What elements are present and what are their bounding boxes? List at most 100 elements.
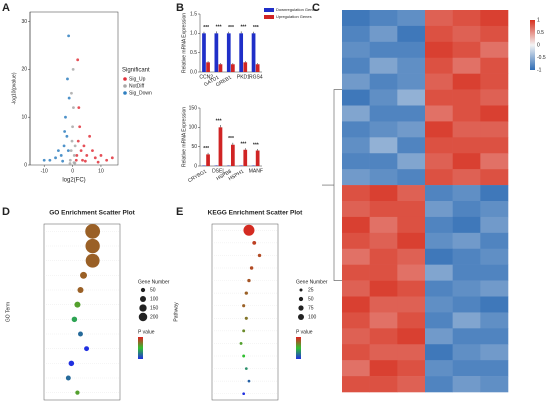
heatmap-cell <box>425 25 453 43</box>
bar <box>218 127 223 166</box>
heatmap-cell <box>342 248 370 265</box>
heatmap-cell <box>342 360 370 377</box>
heatmap-cell <box>425 153 453 170</box>
size-legend-dot <box>139 304 147 312</box>
significance: *** <box>228 136 234 142</box>
significance: *** <box>253 25 259 31</box>
point <box>83 159 87 163</box>
heatmap-cell <box>480 153 509 170</box>
heatmap-cell <box>452 312 481 329</box>
heatmap-cell <box>480 232 509 250</box>
heatmap-cell <box>342 57 370 74</box>
heatmap-cell <box>369 57 398 74</box>
legend-marker <box>123 84 127 88</box>
heatmap-cell <box>480 10 509 27</box>
heatmap-cell <box>369 73 398 90</box>
heatmap-cell <box>425 10 453 27</box>
heatmap-cell <box>480 25 509 43</box>
heatmap-cell <box>369 216 398 234</box>
bar <box>202 33 206 72</box>
heatmap-cell <box>452 360 481 377</box>
dot <box>84 346 90 352</box>
heatmap-cell <box>397 105 426 122</box>
heatmap-cell <box>425 344 453 361</box>
significance: *** <box>203 25 209 31</box>
point <box>81 158 84 162</box>
significance: *** <box>253 142 259 148</box>
point <box>68 158 72 162</box>
x-tick-label: -10 <box>41 168 48 174</box>
size-legend-label: 50 <box>150 287 156 293</box>
heatmap-cell <box>369 185 398 202</box>
dot <box>74 301 81 308</box>
x-tick-label: CRYBG1 <box>187 169 208 185</box>
heatmap-cell <box>397 57 426 74</box>
point <box>74 158 78 162</box>
heatmap-cell <box>452 328 481 345</box>
colorbar-label: 0 <box>537 42 540 48</box>
point <box>85 154 89 157</box>
legend-label: Sig_Up <box>129 76 146 82</box>
point <box>62 144 66 148</box>
heatmap-cell <box>425 296 453 313</box>
heatmap-cell <box>425 376 453 393</box>
heatmap-cell <box>425 169 453 186</box>
point <box>76 139 80 143</box>
bar <box>243 149 248 166</box>
point <box>88 134 92 138</box>
point <box>78 125 82 129</box>
point <box>72 106 75 110</box>
heatmap-cell <box>425 264 453 281</box>
point <box>68 162 72 165</box>
heatmap-cell <box>342 73 370 90</box>
heatmap-cell <box>369 89 398 106</box>
heatmap-cell <box>452 248 481 265</box>
point <box>75 154 79 157</box>
dot <box>71 316 78 323</box>
bar <box>206 154 210 166</box>
legend-title: Significant <box>122 68 150 74</box>
size-legend-dot <box>298 305 304 311</box>
significance: *** <box>216 118 222 124</box>
heatmap-cell <box>452 153 481 170</box>
x-tick-label: 10 <box>98 168 104 174</box>
heatmap-cell <box>480 105 509 122</box>
significance: *** <box>240 25 246 31</box>
heatmap-cell <box>480 121 509 138</box>
heatmap-cell <box>480 328 509 345</box>
heatmap-cell <box>425 248 453 265</box>
size-legend-dot <box>299 288 303 292</box>
heatmap-cell <box>425 89 453 106</box>
heatmap-cell <box>397 25 426 43</box>
point <box>59 154 63 157</box>
y-tick-label: 20 <box>21 67 27 73</box>
chart-title: GO Enrichment Scatter Plot <box>49 210 135 217</box>
point <box>63 130 67 133</box>
heatmap-cell <box>397 312 426 329</box>
x-tick-label: DSEL <box>212 168 225 174</box>
colorbar-label: 1 <box>537 17 540 23</box>
heatmap-cell <box>342 169 370 186</box>
heatmap-cell <box>397 360 426 377</box>
y-axis-label: Relative mRNA Expression <box>181 13 187 73</box>
point <box>73 161 77 165</box>
significance: *** <box>203 146 209 152</box>
y-tick-label: 100 <box>189 125 198 131</box>
bar <box>255 64 260 72</box>
y-axis-label: GO Term <box>5 302 11 322</box>
point <box>71 67 75 71</box>
point <box>110 156 114 160</box>
heatmap-cell <box>452 10 481 27</box>
dot <box>242 329 246 333</box>
panel-label: E <box>176 206 183 218</box>
plot-frame <box>211 223 279 401</box>
heatmap-cell <box>452 169 481 186</box>
y-tick-label: 1.5 <box>190 11 197 17</box>
heatmap-cell <box>480 137 509 154</box>
heatmap-cell <box>397 248 426 265</box>
dot <box>242 392 246 396</box>
heatmap-cell <box>425 73 453 90</box>
heatmap-cell <box>397 376 426 393</box>
heatmap-cell <box>369 169 398 186</box>
dot <box>244 367 248 370</box>
